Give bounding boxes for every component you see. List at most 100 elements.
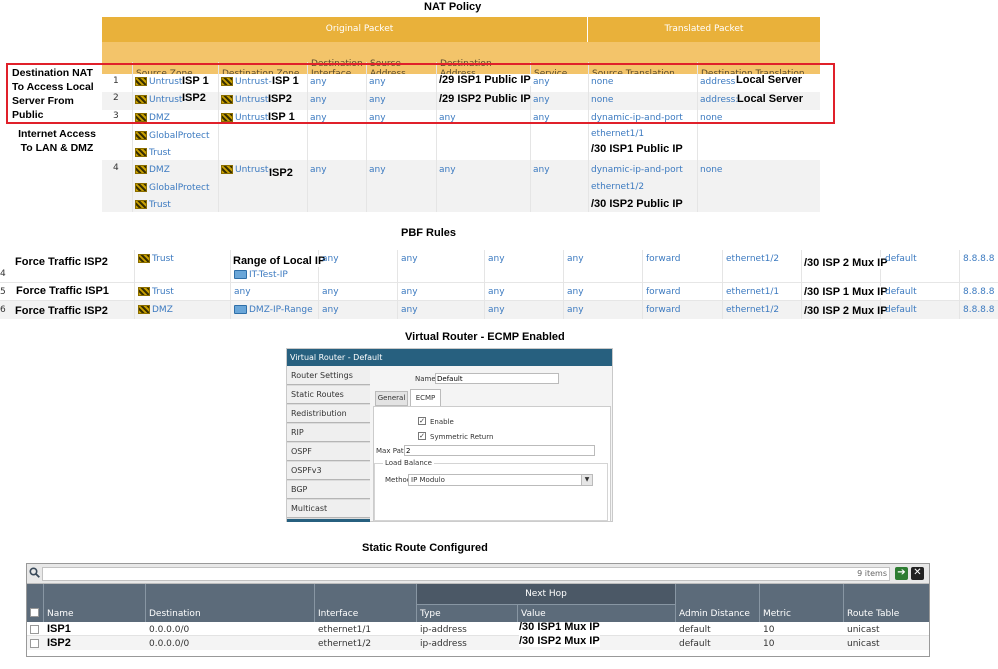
sr-row-2[interactable] — [27, 636, 929, 650]
sr-col-metric[interactable]: Metric — [759, 584, 843, 622]
pbf-cell[interactable]: any — [567, 287, 584, 297]
pbf-cell[interactable]: any — [322, 305, 339, 315]
select-all-checkbox[interactable] — [30, 608, 39, 617]
pbf-src-obj[interactable]: DMZ-IP-Range — [234, 305, 313, 315]
service[interactable]: any — [533, 77, 550, 87]
pbf-rule-name[interactable]: Force Traffic ISP1 — [16, 285, 109, 297]
chevron-down-icon[interactable]: ▼ — [581, 475, 592, 485]
pbf-rule-name[interactable]: Force Traffic ISP2 — [15, 256, 108, 268]
sr-col-name[interactable]: Name — [43, 584, 145, 622]
src-zone[interactable]: Trust — [135, 200, 171, 210]
dst-zone[interactable]: Untrust- — [221, 77, 272, 87]
enable-checkbox[interactable]: ✓ — [418, 417, 426, 425]
vr-nav-item[interactable]: Router Settings — [287, 366, 370, 385]
pbf-row-5[interactable] — [0, 283, 998, 301]
pbf-iface[interactable]: ethernet1/2 — [726, 254, 780, 264]
dst-trans[interactable]: none — [700, 165, 723, 175]
dst-if[interactable]: any — [310, 77, 327, 87]
sr-col-route-table[interactable]: Route Table — [843, 584, 929, 622]
pbf-iface[interactable]: ethernet1/2 — [726, 305, 780, 315]
sr-name[interactable]: ISP1 — [47, 623, 71, 635]
tab-ecmp[interactable]: ECMP — [410, 389, 441, 407]
pbf-ip[interactable]: 8.8.8.8 — [963, 287, 995, 297]
dst-if[interactable]: any — [310, 165, 327, 175]
max-path-input[interactable] — [404, 445, 595, 456]
src-trans-if[interactable]: ethernet1/1 — [591, 129, 645, 139]
dst-trans[interactable]: address: — [700, 95, 739, 105]
sr-col-admin[interactable]: Admin Distance — [675, 584, 759, 622]
dst-if[interactable]: any — [310, 95, 327, 105]
src-trans[interactable]: none — [591, 77, 614, 87]
dst-addr[interactable]: any — [439, 113, 456, 123]
nat-row-2[interactable] — [102, 92, 820, 110]
src-zone[interactable]: Untrust- — [135, 77, 186, 87]
src-zone[interactable]: Trust — [135, 148, 171, 158]
search-icon[interactable] — [29, 567, 40, 578]
pbf-action[interactable]: forward — [646, 254, 681, 264]
row-checkbox[interactable] — [30, 639, 39, 648]
pbf-monitor[interactable]: default — [885, 305, 917, 315]
src-addr[interactable]: any — [369, 77, 386, 87]
search-input[interactable] — [42, 567, 890, 581]
pbf-cell[interactable]: any — [488, 287, 505, 297]
dst-zone[interactable]: Untrust- — [221, 113, 272, 123]
src-addr[interactable]: any — [369, 113, 386, 123]
vr-name-input[interactable] — [435, 373, 559, 384]
src-trans[interactable]: dynamic-ip-and-port — [591, 113, 683, 123]
pbf-zone[interactable]: Trust — [138, 254, 174, 264]
pbf-cell[interactable]: any — [401, 287, 418, 297]
src-trans[interactable]: none — [591, 95, 614, 105]
vr-nav-item[interactable]: BGP — [287, 481, 370, 499]
pbf-zone[interactable]: Trust — [138, 287, 174, 297]
dst-zone[interactable]: Untrust- — [221, 95, 272, 105]
sr-col-interface[interactable]: Interface — [314, 584, 416, 622]
pbf-src-obj[interactable]: IT-Test-IP — [234, 270, 288, 280]
service[interactable]: any — [533, 95, 550, 105]
src-zone[interactable]: GlobalProtect — [135, 183, 210, 193]
sr-row-1[interactable] — [27, 622, 929, 636]
src-trans-if[interactable]: ethernet1/2 — [591, 182, 645, 192]
src-addr[interactable]: any — [369, 165, 386, 175]
pbf-ip[interactable]: 8.8.8.8 — [963, 305, 995, 315]
vr-nav-item[interactable]: Multicast — [287, 500, 370, 518]
dst-trans[interactable]: address: — [700, 77, 739, 87]
pbf-cell[interactable]: any — [567, 305, 584, 315]
vr-nav-item[interactable]: OSPF — [287, 443, 370, 461]
pbf-cell[interactable]: any — [322, 287, 339, 297]
pbf-cell[interactable]: any — [488, 254, 505, 264]
vr-nav-item[interactable]: Redistribution Profile — [287, 405, 370, 436]
src-zone[interactable]: Untrust- — [135, 95, 186, 105]
dst-addr[interactable]: any — [439, 165, 456, 175]
tab-general[interactable]: General — [375, 391, 408, 406]
pbf-action[interactable]: forward — [646, 287, 681, 297]
vr-nav-item[interactable]: Static Routes — [287, 386, 370, 404]
pbf-cell[interactable]: any — [567, 254, 584, 264]
dst-zone[interactable]: Untrust- — [221, 165, 272, 175]
apply-filter-icon[interactable]: ➔ — [895, 567, 908, 580]
pbf-cell[interactable]: any — [401, 254, 418, 264]
pbf-row-6[interactable] — [0, 301, 998, 319]
pbf-monitor[interactable]: default — [885, 287, 917, 297]
pbf-cell[interactable]: any — [322, 254, 339, 264]
pbf-zone[interactable]: DMZ — [138, 305, 173, 315]
pbf-action[interactable]: forward — [646, 305, 681, 315]
pbf-cell[interactable]: any — [488, 305, 505, 315]
vr-nav-item[interactable]: RIP — [287, 424, 370, 442]
pbf-src[interactable]: any — [234, 287, 251, 297]
pbf-cell[interactable]: any — [401, 305, 418, 315]
pbf-rule-name[interactable]: Force Traffic ISP2 — [15, 305, 108, 317]
dst-trans[interactable]: none — [700, 113, 723, 123]
sr-name[interactable]: ISP2 — [47, 637, 71, 649]
symmetric-return-checkbox[interactable]: ✓ — [418, 432, 426, 440]
src-addr[interactable]: any — [369, 95, 386, 105]
service[interactable]: any — [533, 165, 550, 175]
method-select[interactable]: IP Modulo ▼ — [408, 474, 593, 486]
service[interactable]: any — [533, 113, 550, 123]
src-zone[interactable]: GlobalProtect — [135, 131, 210, 141]
clear-filter-icon[interactable]: ✕ — [911, 567, 924, 580]
sr-col-destination[interactable]: Destination — [145, 584, 314, 622]
vr-nav-item[interactable]: OSPFv3 — [287, 462, 370, 480]
src-trans[interactable]: dynamic-ip-and-port — [591, 165, 683, 175]
pbf-iface[interactable]: ethernet1/1 — [726, 287, 780, 297]
row-checkbox[interactable] — [30, 625, 39, 634]
